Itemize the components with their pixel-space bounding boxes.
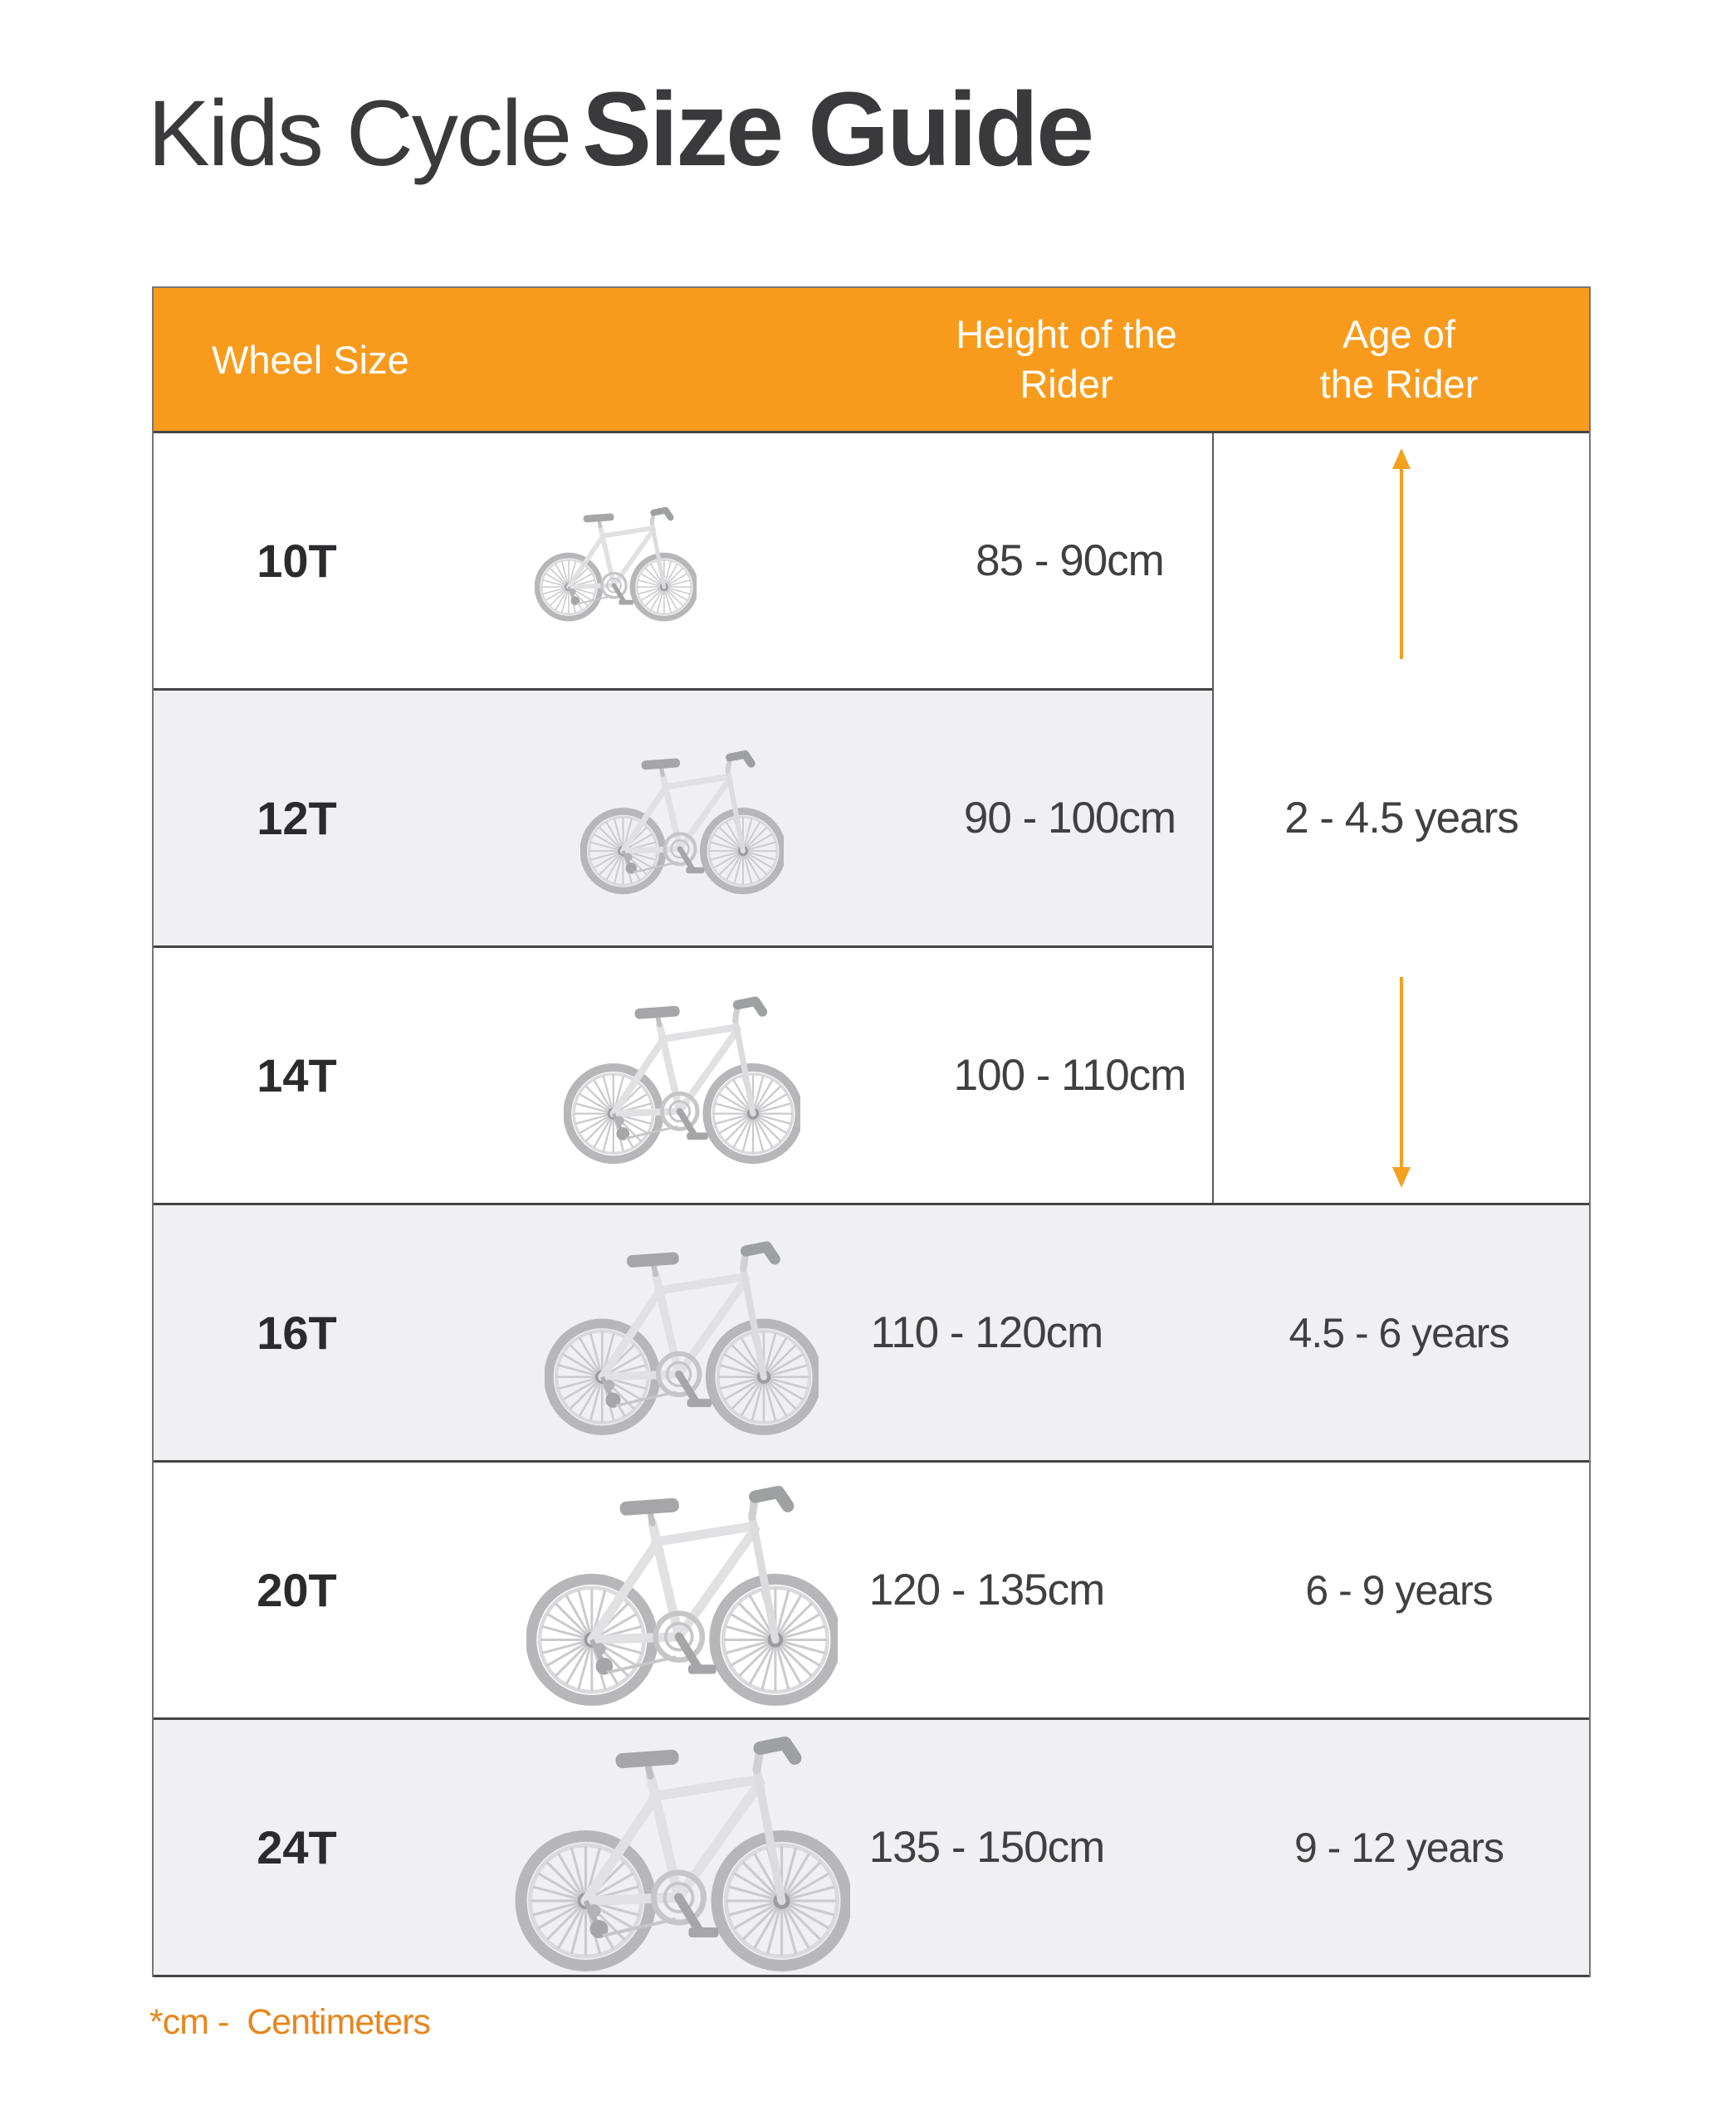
table-row-16t: 16T 110 - 120cm 4.5 - 6 years	[154, 1205, 1589, 1463]
bike-cell	[440, 1230, 879, 1436]
rider-height-value: 120 - 135cm	[868, 1566, 1106, 1615]
bike-illustration-16t	[545, 1230, 819, 1436]
rider-height-value: 90 - 100cm	[963, 794, 1176, 843]
wheel-size-value: 14T	[257, 1049, 337, 1102]
wheel-size-value: 10T	[257, 535, 337, 587]
bike-cell	[440, 1473, 879, 1707]
page-title: Kids Cycle Size Guide	[148, 69, 1094, 189]
bike-illustration-12t	[580, 742, 784, 895]
wheel-size-value: 16T	[257, 1307, 337, 1359]
table-row-24t: 24T 135 - 150cm 9 - 12 years	[154, 1720, 1589, 1977]
table-body: 10T 85 - 90cm 12T 90 - 100cm 14T	[154, 433, 1589, 1977]
rider-age-value: 9 - 12 years	[1293, 1824, 1504, 1871]
bike-illustration-10t	[535, 501, 697, 622]
rider-age-value: 4.5 - 6 years	[1289, 1309, 1510, 1356]
bike-cell	[440, 1723, 879, 1972]
column-header-wheel-size: Wheel Size	[212, 337, 409, 382]
bike-illustration-20t	[526, 1473, 838, 1707]
rider-height-value: 110 - 120cm	[870, 1308, 1104, 1357]
rider-age-value: 6 - 9 years	[1305, 1566, 1493, 1614]
merged-age-cell: 2 - 4.5 years	[1212, 433, 1589, 1203]
column-header-rider-age: Age of the Rider	[1319, 311, 1479, 406]
footnote: *cm - Centimeters	[149, 2002, 431, 2042]
bike-illustration-14t	[564, 987, 800, 1165]
size-guide-table: Wheel Size Height of the Rider Age of th…	[152, 286, 1591, 1977]
wheel-size-value: 24T	[257, 1821, 337, 1873]
down-arrow-icon	[1391, 975, 1412, 1190]
rider-age-value: 2 - 4.5 years	[1284, 794, 1519, 843]
wheel-size-value: 20T	[257, 1564, 337, 1616]
rider-height-value: 85 - 90cm	[976, 536, 1165, 585]
rider-height-value: 100 - 110cm	[953, 1051, 1187, 1100]
page-title-emphasis: Size Guide	[582, 71, 1094, 188]
bike-cell	[440, 742, 879, 895]
table-header-row: Wheel Size Height of the Rider Age of th…	[154, 288, 1589, 433]
bike-illustration-24t	[514, 1723, 850, 1972]
bike-cell	[440, 501, 879, 622]
wheel-size-value: 12T	[257, 792, 337, 844]
bike-cell	[440, 987, 879, 1165]
table-row-20t: 20T 120 - 135cm 6 - 9 years	[154, 1463, 1589, 1720]
column-header-rider-height: Height of the Rider	[956, 311, 1177, 406]
page-title-prefix: Kids Cycle	[148, 81, 572, 186]
rider-height-value: 135 - 150cm	[868, 1823, 1106, 1872]
up-arrow-icon	[1391, 447, 1412, 661]
